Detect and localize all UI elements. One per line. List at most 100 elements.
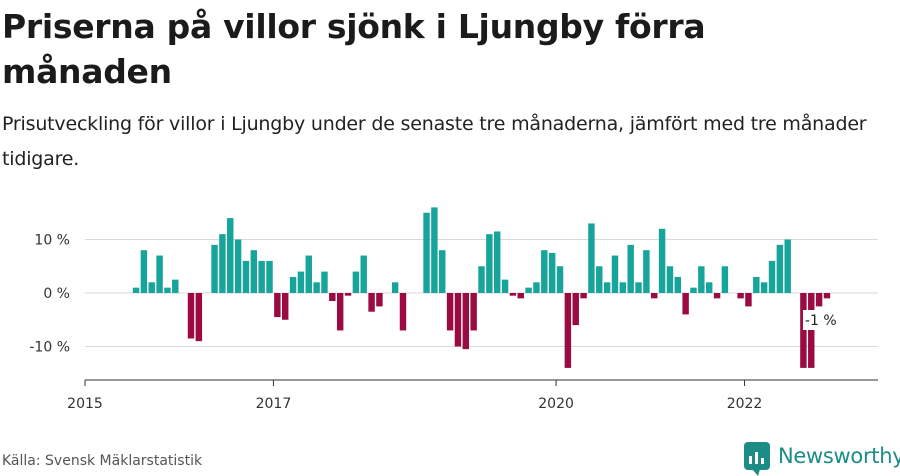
bar — [682, 293, 689, 315]
bar — [556, 266, 564, 293]
bar — [399, 293, 407, 331]
bar — [227, 218, 234, 293]
bar — [234, 239, 242, 293]
bar — [423, 212, 430, 293]
x-axis: 2015 2017 2020 2022 — [67, 379, 878, 412]
bar — [564, 293, 572, 368]
bar — [721, 266, 729, 293]
bar — [446, 293, 454, 331]
bar — [368, 293, 375, 312]
bar — [737, 293, 744, 299]
bar — [745, 293, 752, 307]
bar — [360, 255, 367, 293]
bar — [211, 244, 218, 293]
bar — [274, 293, 281, 318]
bar — [195, 293, 203, 342]
y-tick-label: 10 % — [34, 233, 70, 249]
bar — [391, 282, 399, 293]
bar — [352, 271, 360, 293]
chart-subtitle: Prisutveckling för villor i Ljungby unde… — [2, 113, 867, 170]
bar — [517, 293, 524, 299]
bar — [760, 282, 768, 293]
y-axis-labels: 10 % 0 % -10 % — [29, 233, 70, 356]
bar — [611, 255, 619, 293]
bar-chart-icon — [744, 442, 770, 476]
x-tick-label: 2015 — [67, 396, 103, 412]
bar — [572, 293, 579, 326]
bar — [768, 260, 776, 293]
bar — [753, 276, 760, 293]
bar — [580, 293, 587, 299]
bar — [462, 293, 470, 350]
bar — [250, 250, 258, 293]
bar — [698, 266, 705, 293]
bar — [431, 207, 438, 293]
bar — [784, 239, 791, 293]
bar — [596, 266, 603, 293]
bar — [321, 271, 328, 293]
bar — [258, 260, 265, 293]
bar — [132, 287, 140, 293]
bar — [705, 282, 713, 293]
bar — [376, 293, 383, 307]
bar — [619, 282, 627, 293]
bar — [658, 228, 666, 293]
bar — [690, 287, 697, 293]
bar — [674, 276, 682, 293]
bar — [219, 234, 226, 293]
bar — [501, 279, 509, 294]
bar — [635, 282, 642, 293]
bar — [493, 231, 501, 293]
bar — [266, 260, 273, 293]
bar — [336, 293, 344, 331]
bar — [666, 266, 674, 293]
bar — [627, 244, 634, 293]
bar — [289, 276, 297, 293]
bar — [344, 293, 352, 296]
bar — [156, 255, 163, 293]
bar — [164, 287, 171, 293]
x-tick-label: 2017 — [256, 396, 292, 412]
annotation: -1 % — [802, 310, 843, 330]
bar — [643, 250, 650, 293]
bar — [533, 282, 540, 293]
bar — [148, 282, 155, 293]
bar — [588, 223, 595, 293]
bar — [281, 293, 289, 320]
bar — [297, 271, 305, 293]
bar — [329, 293, 336, 302]
bar — [305, 255, 312, 293]
bar — [651, 293, 658, 299]
y-tick-label: 0 % — [43, 286, 70, 302]
bar — [603, 282, 611, 293]
bars — [132, 207, 831, 368]
brand-name: Newsworthy — [778, 444, 900, 468]
bar — [815, 293, 823, 307]
bar — [478, 266, 485, 293]
bar — [172, 279, 179, 294]
bar — [776, 244, 784, 293]
bar — [242, 260, 250, 293]
bar — [454, 293, 462, 347]
bar — [509, 293, 517, 296]
y-tick-label: -10 % — [29, 340, 70, 356]
annotation-label: -1 % — [805, 313, 837, 329]
x-tick-label: 2022 — [727, 396, 763, 412]
bar — [439, 250, 446, 293]
bar — [140, 250, 148, 293]
bar — [525, 287, 532, 293]
bar — [313, 282, 320, 293]
bar — [800, 293, 807, 368]
bar — [808, 293, 815, 368]
newsworthy-logo: Newsworthy — [744, 440, 900, 476]
bar — [713, 293, 721, 299]
annotation-background — [802, 310, 843, 330]
bar — [486, 234, 493, 293]
source-note: Källa: Svensk Mäklarstatistik — [2, 453, 203, 469]
bar — [470, 293, 477, 331]
bar — [541, 250, 548, 293]
bar — [823, 293, 831, 299]
bar — [548, 252, 556, 294]
chart-title: Priserna på villor sjönk i Ljungby förra… — [2, 7, 706, 91]
